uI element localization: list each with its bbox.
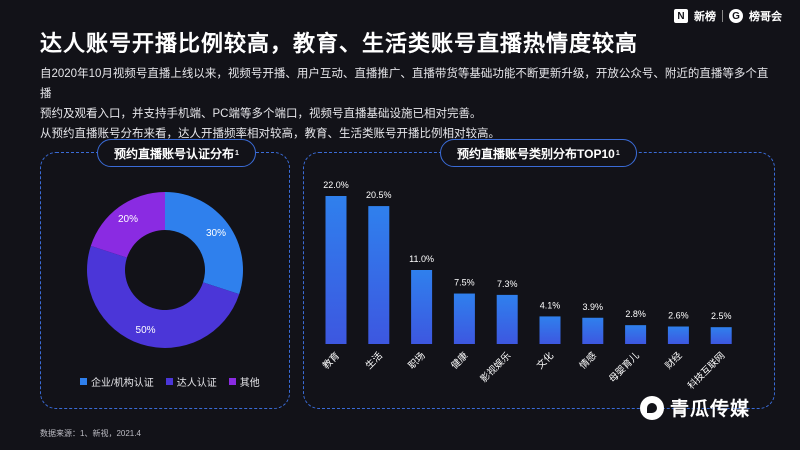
bar-category-label-0: 教育: [320, 350, 342, 372]
bar-chart: 22.0% 教育 20.5% 生活 11.0% 职场 7.5% 健康 7.3% 影视娱乐 4.1% 文…: [320, 180, 732, 392]
logo-divider: [722, 10, 723, 22]
donut-slice-0: [165, 192, 243, 295]
pie-panel-title: 预约直播账号认证分布 1: [97, 139, 256, 167]
bar-1: [368, 206, 390, 344]
bar-category-label-9: 科技互联网: [685, 350, 727, 392]
bar-value-label-6: 3.9%: [583, 302, 604, 312]
bar-category-label-3: 健康: [449, 349, 471, 371]
description-line-2: 预约及观看入口，并支持手机端、PC端等多个端口，视频号直播基础设施已相对完善。: [40, 108, 482, 120]
donut-label-0: 30%: [206, 228, 226, 239]
bar-value-label-7: 2.8%: [625, 309, 646, 319]
bar-panel-title: 预约直播账号类别分布TOP10 1: [440, 139, 637, 167]
bar-4: [496, 294, 518, 344]
description-line-1: 自2020年10月视频号直播上线以来，视频号开播、用户互动、直播推广、直播带货等…: [40, 68, 769, 100]
bar-value-label-0: 22.0%: [323, 180, 349, 190]
bar-title-footnote: 1: [615, 149, 620, 157]
bar-category-label-7: 母婴育儿: [606, 349, 642, 385]
watermark-brand: 青瓜传媒: [640, 394, 750, 421]
legend-swatch-enterprise: [80, 378, 87, 385]
legend-item-influencer: 达人认证: [165, 374, 217, 389]
bar-category-label-5: 文化: [534, 349, 556, 371]
pie-title-footnote: 1: [235, 149, 239, 157]
donut-slice-1: [87, 245, 240, 348]
legend-swatch-influencer: [165, 378, 173, 385]
bar-9: [710, 327, 732, 344]
bar-5: [539, 316, 561, 344]
header-logos: N 新榜 G 榜哥会: [674, 6, 782, 26]
legend-label-enterprise: 企业/机构认证: [91, 378, 154, 389]
bar-value-label-3: 7.5%: [454, 278, 475, 288]
brand-xinbang: 新榜: [694, 11, 716, 23]
legend-label-other: 其他: [239, 378, 260, 389]
bar-6: [582, 317, 604, 344]
bar-8: [667, 326, 689, 344]
legend-item-enterprise: 企业/机构认证: [80, 374, 154, 389]
bar-category-label-1: 生活: [363, 349, 385, 371]
description-line-3: 从预约直播账号分布来看，达人开播频率相对较高，教育、生活类账号开播比例相对较高。: [40, 128, 500, 140]
bar-3: [453, 293, 475, 344]
bar-0: [325, 196, 347, 344]
bar-value-label-9: 2.5%: [711, 311, 732, 321]
xinbang-logo-icon: N: [674, 9, 688, 23]
donut-label-2: 20%: [118, 214, 138, 225]
legend-item-other: 其他: [228, 374, 260, 389]
bar-category-label-2: 职场: [406, 350, 427, 371]
bar-value-label-2: 11.0%: [409, 254, 434, 264]
brand-banggehui: 榜哥会: [749, 11, 782, 23]
legend-label-influencer: 达人认证: [176, 378, 217, 389]
bar-category-label-8: 财经: [663, 349, 685, 371]
bar-value-label-1: 20.5%: [366, 190, 392, 200]
bar-category-label-6: 情感: [577, 349, 599, 371]
pie-legend: 企业/机构认证 达人认证 其他: [80, 374, 260, 389]
donut-slice-2: [90, 192, 165, 258]
legend-swatch-other: [228, 378, 236, 385]
donut-label-1: 50%: [136, 325, 156, 336]
qinggua-logo-icon: [640, 395, 664, 420]
page-title: 达人账号开播比例较高，教育、生活类账号直播热情度较高: [40, 31, 639, 56]
bar-value-label-8: 2.6%: [668, 311, 689, 321]
bar-category-label-4: 影视娱乐: [478, 349, 514, 385]
bar-7: [625, 325, 647, 344]
data-source: 数据来源：1、新视，2021.4: [40, 429, 141, 438]
pie-title-text: 预约直播账号认证分布: [114, 146, 235, 161]
banggehui-logo-icon: G: [729, 9, 743, 23]
donut-chart: 30% 50% 20%: [87, 192, 243, 348]
bar-value-label-4: 7.3%: [497, 279, 518, 289]
bar-value-label-5: 4.1%: [540, 300, 561, 310]
bar-2: [411, 270, 433, 344]
brand-name: 青瓜传媒: [670, 399, 751, 420]
description: 自2020年10月视频号直播上线以来，视频号开播、用户互动、直播推广、直播带货等…: [40, 64, 775, 144]
bar-title-text: 预约直播账号类别分布TOP10: [457, 146, 615, 161]
